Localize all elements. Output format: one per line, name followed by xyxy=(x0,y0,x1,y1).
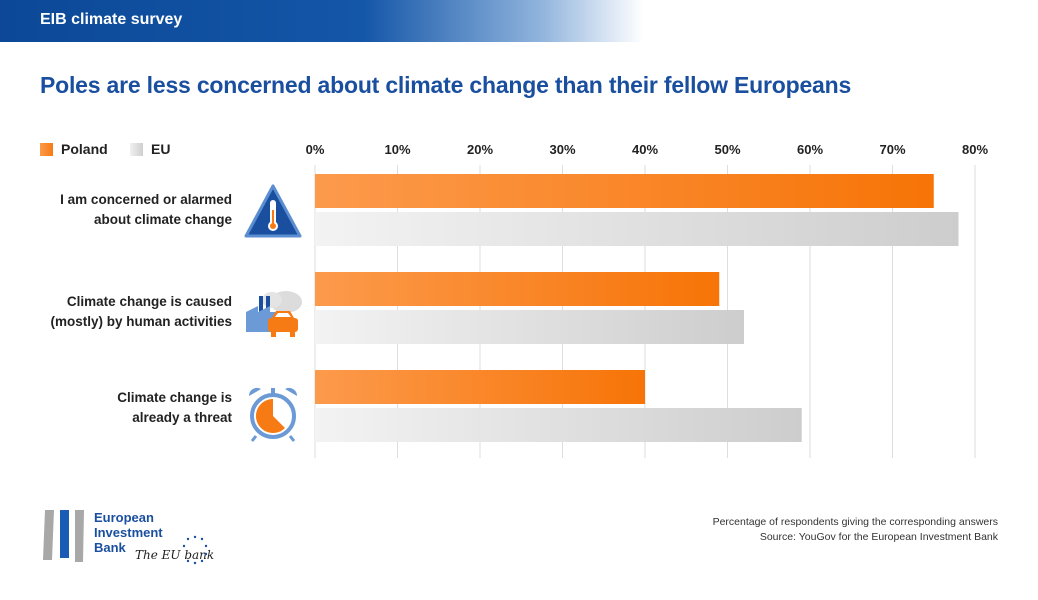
tick-label: 70% xyxy=(879,142,905,157)
tick-label: 60% xyxy=(797,142,823,157)
tick-label: 80% xyxy=(962,142,988,157)
tick-label: 10% xyxy=(384,142,410,157)
tick-label: 50% xyxy=(714,142,740,157)
bar-eu-2 xyxy=(315,310,744,344)
category-label-3: Climate change is already a threat xyxy=(117,388,232,428)
category-label-2: Climate change is caused (mostly) by huma… xyxy=(50,292,232,332)
warning-thermometer-icon xyxy=(244,184,302,238)
header-label: EIB climate survey xyxy=(40,11,183,28)
tick-label: 40% xyxy=(632,142,658,157)
header-bar: EIB climate survey xyxy=(0,0,1038,42)
bar-eu-1 xyxy=(315,212,959,246)
category-line: already a threat xyxy=(132,410,232,425)
logo-line: Investment xyxy=(94,525,163,540)
tick-label: 0% xyxy=(306,142,325,157)
category-line: I am concerned or alarmed xyxy=(60,192,232,207)
factory-car-pollution-icon xyxy=(246,291,302,337)
logo-line: Bank xyxy=(94,540,126,555)
eib-tagline: The EU bank xyxy=(135,548,215,562)
legend-swatch-poland xyxy=(40,142,53,156)
bar-poland-1 xyxy=(315,174,934,208)
category-label-1: I am concerned or alarmed about climate c… xyxy=(60,190,232,230)
legend-label-eu: EU xyxy=(151,141,171,157)
category-line: Climate change is xyxy=(117,390,232,405)
legend-poland: Poland xyxy=(40,141,108,157)
footer-source: Source: YouGov for the European Investme… xyxy=(759,531,998,543)
footer: Percentage of respondents giving the cor… xyxy=(713,515,998,545)
tick-label: 20% xyxy=(467,142,493,157)
tick-label: 30% xyxy=(549,142,575,157)
logo-line: European xyxy=(94,510,154,525)
legend-eu: EU xyxy=(130,141,170,157)
eib-logo-mark xyxy=(43,510,84,562)
eu-stars-icon xyxy=(182,535,208,565)
bar-eu-3 xyxy=(315,408,802,442)
category-line: about climate change xyxy=(93,212,232,227)
chart-title: Poles are less concerned about climate c… xyxy=(40,72,852,98)
legend-swatch-eu xyxy=(130,142,143,156)
bar-poland-2 xyxy=(315,272,720,306)
footer-note: Percentage of respondents giving the cor… xyxy=(712,516,998,528)
legend-label-poland: Poland xyxy=(61,141,108,157)
eib-logo-text: European Investment Bank xyxy=(94,510,163,555)
eib-logo xyxy=(40,508,90,567)
bar-poland-3 xyxy=(315,370,645,404)
category-line: (mostly) by human activities xyxy=(50,314,232,329)
category-line: Climate change is caused xyxy=(66,294,232,309)
alarm-clock-icon xyxy=(248,387,298,442)
